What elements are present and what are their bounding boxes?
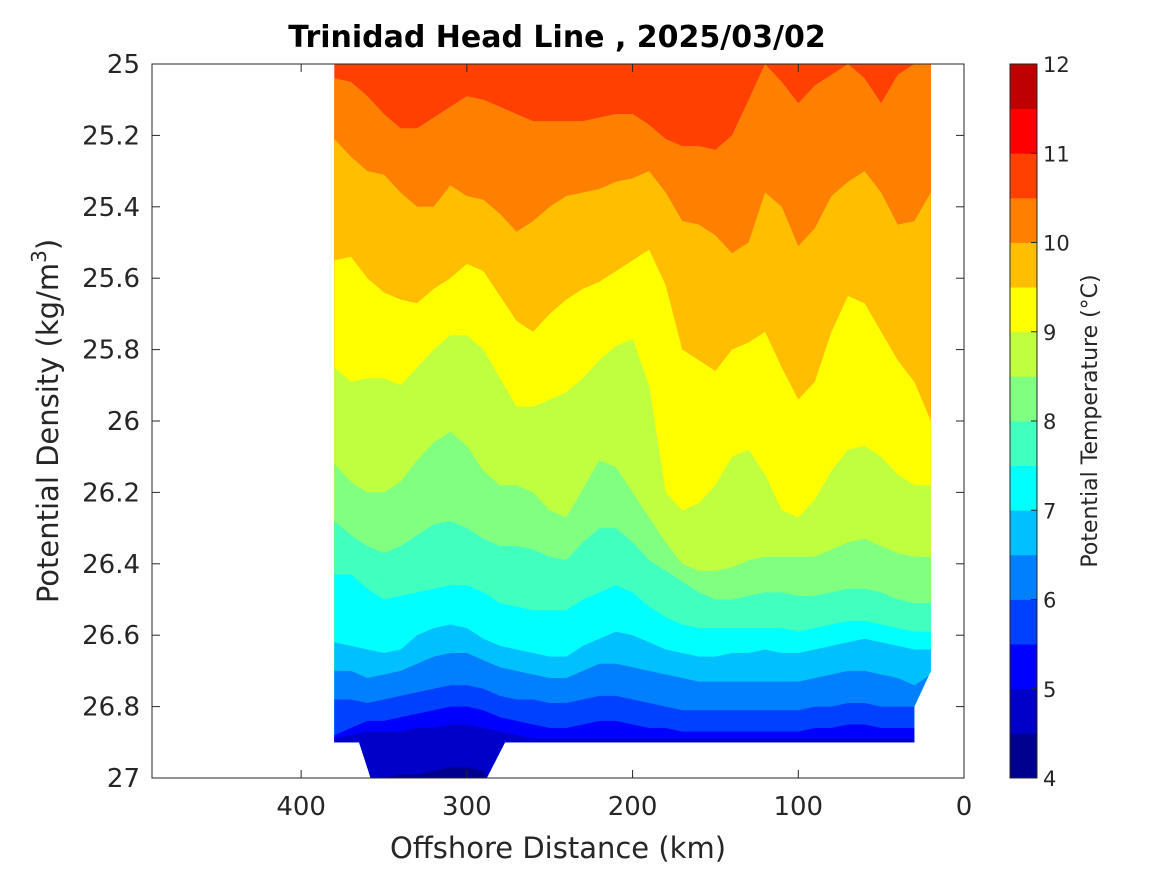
colorbar-swatch bbox=[1010, 554, 1037, 600]
x-axis: 400 300 200 100 0 bbox=[276, 64, 972, 822]
x-tick-label: 200 bbox=[608, 792, 658, 822]
colorbar-tick-label: 10 bbox=[1043, 232, 1070, 256]
colorbar-swatch bbox=[1010, 197, 1037, 243]
y-tick-label: 26.4 bbox=[82, 550, 140, 580]
x-tick-label: 300 bbox=[442, 792, 492, 822]
colorbar-swatch bbox=[1010, 376, 1037, 422]
x-tick-label: 0 bbox=[956, 792, 973, 822]
y-tick-label: 25.6 bbox=[82, 264, 140, 294]
colorbar-tick-label: 12 bbox=[1043, 53, 1070, 77]
colorbar-swatch bbox=[1010, 688, 1037, 734]
colorbar-tick-label: 6 bbox=[1043, 589, 1056, 613]
y-axis-label-end: ) bbox=[31, 239, 65, 250]
y-axis-label-sup: 3 bbox=[27, 250, 51, 263]
colorbar: 4 5 6 7 8 9 10 11 12 bbox=[1009, 53, 1070, 791]
colorbar-label: Potential Temperature (°C) bbox=[1078, 274, 1103, 567]
colorbar-swatch bbox=[1010, 421, 1037, 467]
colorbar-tick-label: 8 bbox=[1043, 410, 1056, 434]
y-tick-label: 26 bbox=[107, 407, 140, 437]
y-tick-label: 25 bbox=[107, 50, 140, 80]
colorbar-swatch bbox=[1010, 733, 1037, 779]
y-axis: 25 25.2 25.4 25.6 25.8 26 26.2 26.4 26.6 26.8 27 bbox=[82, 50, 964, 794]
colorbar-tick-label: 4 bbox=[1043, 767, 1056, 791]
colorbar-tick-label: 9 bbox=[1043, 321, 1056, 345]
colorbar-swatch bbox=[1010, 465, 1037, 511]
colorbar-swatch bbox=[1010, 153, 1037, 199]
y-axis-label: Potential Density (kg/m3) bbox=[27, 239, 65, 603]
colorbar-swatch bbox=[1010, 287, 1037, 333]
y-tick-label: 25.8 bbox=[82, 336, 140, 366]
y-tick-label: 25.2 bbox=[82, 121, 140, 151]
y-tick-label: 26.8 bbox=[82, 693, 140, 723]
y-axis-label-main: Potential Density (kg/m bbox=[31, 263, 65, 603]
colorbar-tick-label: 5 bbox=[1043, 678, 1056, 702]
colorbar-swatch bbox=[1010, 331, 1037, 377]
colorbar-swatch bbox=[1010, 644, 1037, 690]
colorbar-tick-label: 11 bbox=[1043, 142, 1070, 166]
colorbar-swatch bbox=[1010, 242, 1037, 288]
y-tick-label: 26.2 bbox=[82, 478, 140, 508]
colorbar-swatch bbox=[1010, 510, 1037, 556]
x-tick-label: 100 bbox=[773, 792, 823, 822]
colorbar-swatch bbox=[1010, 64, 1037, 110]
y-tick-label: 27 bbox=[107, 764, 140, 794]
colorbar-tick-label: 7 bbox=[1043, 499, 1056, 523]
x-tick-label: 400 bbox=[276, 792, 326, 822]
y-tick-label: 25.4 bbox=[82, 193, 140, 223]
x-axis-label: Offshore Distance (km) bbox=[390, 831, 726, 865]
colorbar-swatch bbox=[1010, 599, 1037, 645]
y-tick-label: 26.6 bbox=[82, 621, 140, 651]
colorbar-swatch bbox=[1010, 108, 1037, 154]
chart-title: Trinidad Head Line , 2025/03/02 bbox=[288, 20, 825, 55]
